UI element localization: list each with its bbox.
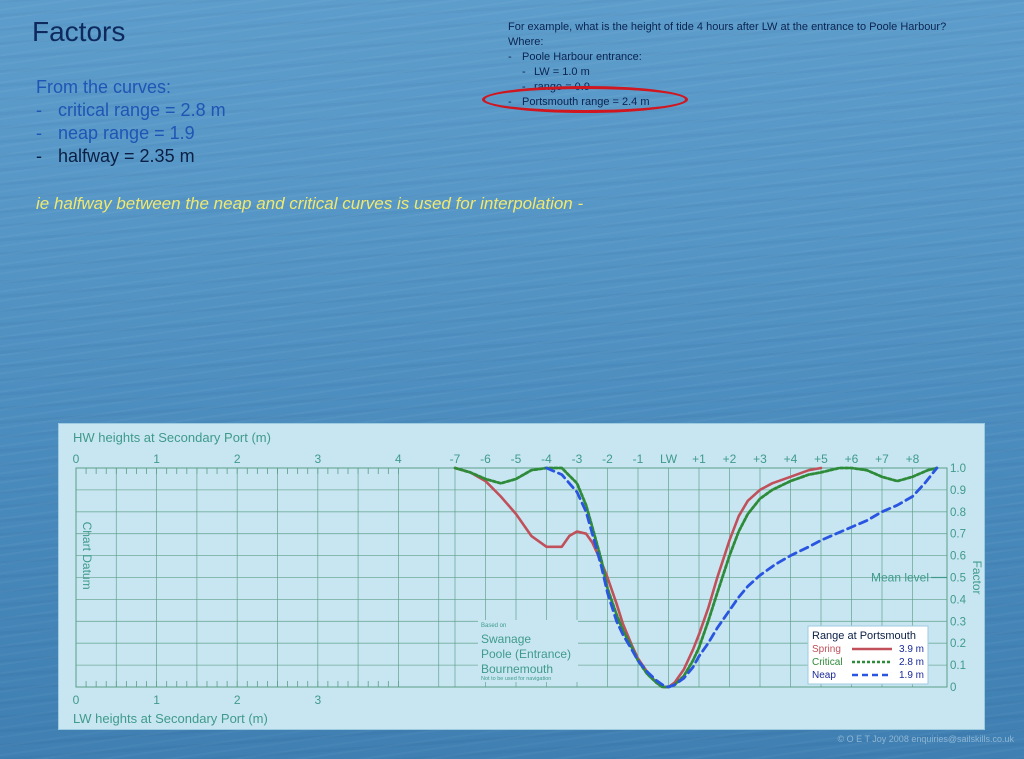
factor-tick-label: 0.2 <box>950 638 966 650</box>
time-tick-label: -7 <box>450 452 461 466</box>
lw-tick-label: 0 <box>73 693 80 707</box>
legend-range-neap: 1.9 m <box>899 670 924 681</box>
time-tick-label: -2 <box>602 452 613 466</box>
place-name: Poole (Entrance) <box>481 647 571 661</box>
curves-item-text: critical range = 2.8 m <box>58 100 226 120</box>
factor-tick-label: 0.8 <box>950 507 966 519</box>
example-port: - Poole Harbour entrance: <box>508 50 946 65</box>
legend-label-neap: Neap <box>812 670 836 681</box>
factor-tick-label: 1.0 <box>950 463 966 475</box>
time-tick-label: +7 <box>875 452 889 466</box>
series-line-neap <box>545 466 939 689</box>
interpolation-note: ie halfway between the neap and critical… <box>36 194 584 213</box>
hw-axis-title: HW heights at Secondary Port (m) <box>73 430 271 445</box>
legend-label-spring: Spring <box>812 644 841 655</box>
time-tick-label: -1 <box>633 452 644 466</box>
bullet-dash: - <box>522 81 526 93</box>
factor-tick-label: 0.9 <box>950 485 966 497</box>
lw-tick-label: 2 <box>234 693 241 707</box>
lw-axis-title: LW heights at Secondary Port (m) <box>73 711 268 726</box>
highlight-ellipse <box>482 86 688 113</box>
chart-datum-label: Chart Datum <box>80 522 94 590</box>
mean-level-label: Mean level <box>871 571 929 585</box>
time-tick-label: +1 <box>692 452 706 466</box>
copyright-notice: © O E T Joy 2008 enquiries@sailskills.co… <box>837 734 1014 744</box>
curves-heading: From the curves: <box>36 77 172 97</box>
legend-range-spring: 3.9 m <box>899 644 924 655</box>
lw-tick-label: 3 <box>314 693 321 707</box>
bullet-dash: - <box>36 100 42 120</box>
bullet-dash: - <box>508 51 512 63</box>
factor-tick-label: 0.7 <box>950 529 966 541</box>
bullet-dash: - <box>522 66 526 78</box>
factor-axis-title: Factor <box>970 560 984 594</box>
based-on-label: Based on <box>481 623 506 629</box>
example-lw-text: LW = 1.0 m <box>534 66 590 78</box>
place-name: Bournemouth <box>481 662 553 676</box>
factor-tick-label: 0.4 <box>950 594 967 606</box>
curves-item-halfway: - halfway = 2.35 m <box>36 145 226 168</box>
time-tick-label: -6 <box>480 452 491 466</box>
curves-block: From the curves: - critical range = 2.8 m… <box>36 76 226 168</box>
lw-tick-label: 1 <box>153 693 160 707</box>
time-tick-label: +2 <box>723 452 737 466</box>
place-name: Swanage <box>481 632 531 646</box>
factor-tick-label: 0.1 <box>950 660 966 672</box>
time-tick-label: -5 <box>511 452 522 466</box>
hw-tick-label: 4 <box>395 452 402 466</box>
disclaimer-label: Not to be used for navigation <box>481 676 551 682</box>
hw-tick-label: 2 <box>234 452 241 466</box>
factor-tick-label: 0.5 <box>950 573 966 585</box>
time-tick-label: +8 <box>906 452 920 466</box>
curves-item-text: neap range = 1.9 <box>58 123 195 143</box>
bullet-dash: - <box>36 123 42 143</box>
time-tick-label: +6 <box>845 452 859 466</box>
curves-item-neap: - neap range = 1.9 <box>36 122 226 145</box>
example-where: Where: <box>508 36 544 48</box>
factor-tick-label: 0.6 <box>950 551 966 563</box>
places-box <box>478 620 578 682</box>
hw-tick-label: 0 <box>73 452 80 466</box>
factor-tick-label: 0.3 <box>950 616 966 628</box>
factor-tick-label: 0 <box>950 682 956 694</box>
hw-tick-label: 1 <box>153 452 160 466</box>
bullet-dash: - <box>36 146 42 166</box>
hw-tick-label: 3 <box>314 452 321 466</box>
curves-item-critical: - critical range = 2.8 m <box>36 99 226 122</box>
legend-label-critical: Critical <box>812 657 843 668</box>
time-tick-label: +5 <box>814 452 828 466</box>
time-tick-label: LW <box>660 452 678 466</box>
example-port-text: Poole Harbour entrance: <box>522 51 642 63</box>
example-question: For example, what is the height of tide … <box>508 21 947 33</box>
time-tick-label: -4 <box>541 452 552 466</box>
slide-title: Factors <box>32 16 126 47</box>
curves-item-text: halfway = 2.35 m <box>58 146 195 166</box>
time-tick-label: -3 <box>572 452 583 466</box>
legend-title: Range at Portsmouth <box>812 630 916 642</box>
time-tick-label: +3 <box>753 452 767 466</box>
tidal-curve-svg: HW heights at Secondary Port (m) 0 1 2 3 4 LW … <box>73 430 984 726</box>
time-tick-label: +4 <box>784 452 798 466</box>
tidal-curve-chart: HW heights at Secondary Port (m) 0 1 2 3 4 LW … <box>58 423 985 730</box>
example-lw: - LW = 1.0 m <box>508 65 946 80</box>
legend-range-critical: 2.8 m <box>899 657 924 668</box>
